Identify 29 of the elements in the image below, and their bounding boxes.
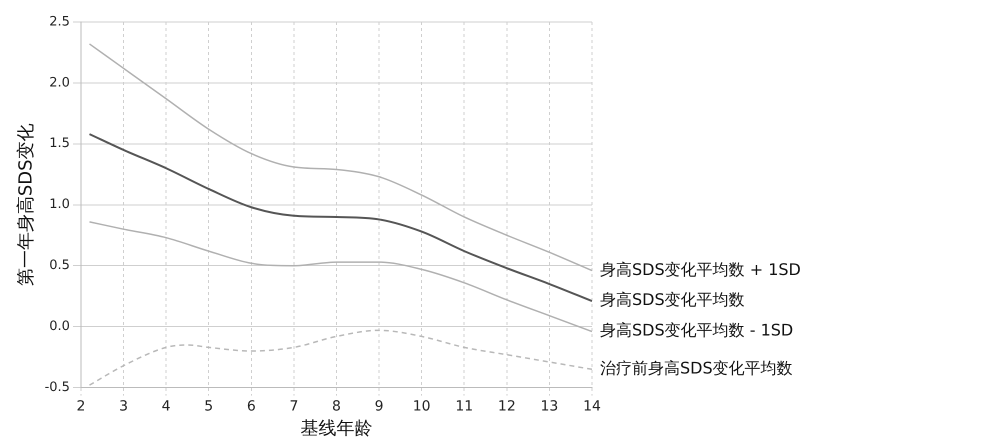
series-label: 身高SDS变化平均数 bbox=[600, 290, 745, 310]
x-tick-label: 12 bbox=[498, 398, 516, 415]
y-tick-label: 0.0 bbox=[49, 319, 70, 334]
x-tick-label: 14 bbox=[583, 398, 601, 415]
x-tick-label: 7 bbox=[289, 398, 298, 415]
y-tick-label: 1.0 bbox=[49, 197, 70, 212]
y-tick-label: 0.5 bbox=[49, 258, 70, 274]
x-tick-label: 6 bbox=[246, 398, 256, 415]
x-tick-label: 8 bbox=[332, 398, 341, 415]
series-label: 治疗前身高SDS变化平均数 bbox=[600, 358, 793, 378]
x-tick-label: 13 bbox=[540, 398, 558, 415]
y-axis-title: 第一年身高SDS变化 bbox=[15, 123, 36, 286]
y-tick-label: 2.0 bbox=[49, 75, 70, 90]
x-tick-label: 5 bbox=[204, 398, 214, 415]
x-tick-label: 9 bbox=[374, 398, 384, 415]
line-series bbox=[88, 221, 592, 332]
y-tick-label: 2.5 bbox=[49, 14, 70, 30]
x-tick-label: 4 bbox=[162, 398, 171, 415]
y-tick-label: 1.5 bbox=[49, 136, 70, 152]
x-tick-label: 3 bbox=[119, 398, 128, 415]
x-tick-label: 2 bbox=[76, 398, 86, 415]
series-label: 身高SDS变化平均数 + 1SD bbox=[600, 260, 801, 279]
x-tick-label: 11 bbox=[455, 398, 474, 415]
line-series bbox=[88, 43, 592, 272]
y-tick-label: -0.5 bbox=[44, 380, 70, 395]
x-tick-label: 10 bbox=[412, 398, 431, 415]
series-label: 身高SDS变化平均数 - 1SD bbox=[600, 320, 794, 340]
x-axis-title: 基线年龄 bbox=[300, 418, 372, 439]
line-series bbox=[88, 133, 592, 302]
